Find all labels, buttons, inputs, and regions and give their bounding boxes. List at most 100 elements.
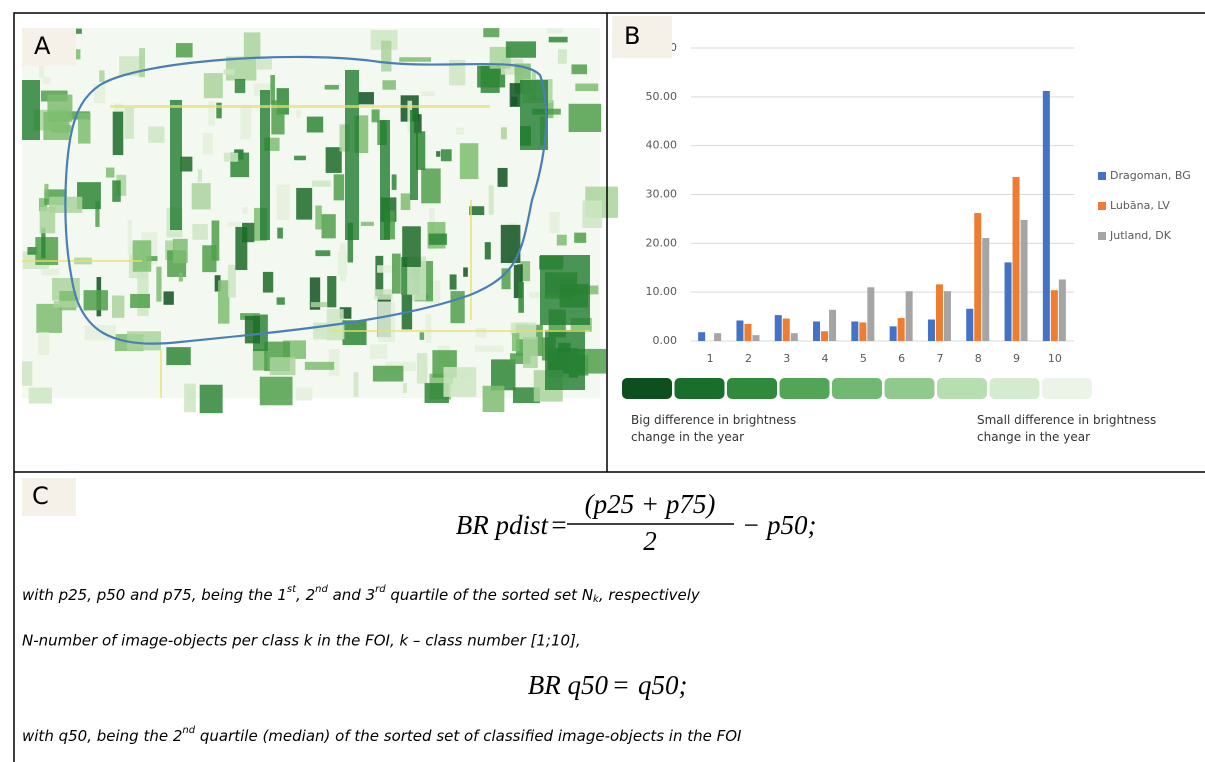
bar	[736, 320, 743, 341]
vegetation-patch	[43, 77, 50, 83]
vegetation-patch	[327, 276, 336, 307]
bar	[829, 310, 836, 341]
vegetation-patch	[381, 41, 391, 72]
vegetation-patch	[571, 64, 587, 74]
bar	[898, 318, 905, 341]
legend-swatch	[1098, 202, 1106, 210]
y-tick-label: 30.00	[646, 188, 678, 201]
vegetation-patch	[574, 233, 586, 243]
vegetation-patch	[315, 206, 321, 230]
scale-swatch	[727, 378, 777, 399]
vegetation-patch	[202, 245, 216, 272]
vegetation-patch	[235, 227, 247, 270]
vegetation-patch	[240, 105, 251, 140]
vegetation-patch	[558, 49, 567, 63]
vegetation-patch	[85, 325, 116, 340]
vegetation-patch	[124, 107, 134, 139]
bar	[982, 238, 989, 341]
vegetation-patch	[569, 104, 602, 132]
scale-swatch	[780, 378, 830, 399]
vegetation-patch	[224, 153, 238, 162]
bar	[752, 335, 759, 341]
scale-swatch	[885, 378, 935, 399]
vegetation-strip	[410, 110, 418, 200]
vegetation-strip	[260, 90, 270, 240]
vegetation-patch	[277, 228, 283, 239]
scale-swatch	[937, 378, 987, 399]
formula-rhs: − p50;	[742, 510, 816, 540]
vegetation-patch	[512, 333, 519, 351]
parcel-boundary	[22, 260, 142, 262]
vegetation-patch	[550, 212, 560, 233]
note-text: and 3	[328, 586, 375, 604]
vegetation-patch	[270, 357, 296, 375]
bar	[1005, 262, 1012, 341]
note: with q50, being the 2nd quartile (median…	[22, 725, 742, 745]
y-tick-label: 40.00	[646, 139, 678, 152]
formula-denominator: 2	[643, 526, 657, 556]
panel-label: C	[32, 482, 49, 510]
vegetation-patch	[173, 239, 188, 263]
legend-label: Jutland, DK	[1109, 229, 1172, 242]
vegetation-patch	[403, 383, 407, 393]
bar	[813, 321, 820, 341]
bar	[783, 319, 790, 341]
parcel-boundary	[330, 330, 590, 332]
vegetation-patch	[475, 346, 504, 352]
scale-caption: Small difference in brightness change in…	[977, 412, 1177, 446]
parcel-boundary	[160, 350, 162, 398]
vegetation-patch	[322, 214, 336, 238]
bar	[890, 326, 897, 341]
figure: 0.0010.0020.0030.0040.0050.0060.00123456…	[0, 0, 1205, 762]
vegetation-patch	[575, 84, 598, 92]
note: with p25, p50 and p75, being the 1st, 2n…	[22, 584, 701, 605]
vegetation-patch	[228, 265, 236, 298]
vegetation-patch	[436, 151, 440, 157]
vegetation-patch	[489, 185, 494, 214]
vegetation-patch	[305, 362, 334, 370]
bar	[906, 291, 913, 341]
vegetation-patch	[358, 92, 374, 104]
vegetation-patch	[78, 113, 90, 144]
superscript: rd	[375, 584, 386, 595]
superscript: nd	[182, 725, 195, 736]
note-text: , respectively	[599, 586, 701, 604]
vegetation-patch	[443, 367, 476, 397]
vegetation-patch	[44, 184, 48, 199]
vegetation-patch	[203, 133, 213, 154]
vegetation-patch	[112, 295, 124, 317]
vegetation-patch	[481, 66, 500, 93]
vegetation-patch	[36, 304, 62, 333]
vegetation-patch	[399, 57, 431, 62]
bar	[944, 291, 951, 341]
bar	[775, 315, 782, 341]
color-scale	[622, 378, 1092, 399]
bar	[851, 321, 858, 341]
vegetation-patch	[200, 385, 223, 413]
y-tick-label: 50.00	[646, 90, 678, 103]
vegetation-strip	[170, 100, 182, 230]
vegetation-patch	[127, 331, 161, 350]
bar	[1013, 177, 1020, 341]
vegetation-patch	[401, 193, 411, 210]
note-text: , 2	[296, 586, 315, 604]
scale-swatch	[622, 378, 672, 399]
vegetation-patch	[243, 207, 248, 214]
vegetation-patch	[106, 168, 114, 178]
x-tick-label: 2	[745, 352, 752, 365]
vegetation-patch	[374, 289, 392, 299]
bar	[714, 333, 721, 341]
bar	[867, 287, 874, 341]
vegetation-patch	[42, 269, 60, 276]
superscript: nd	[315, 584, 328, 595]
vegetation-patch	[361, 222, 374, 226]
bar	[1043, 91, 1050, 341]
note: N-number of image-objects per class k in…	[22, 632, 581, 650]
bar	[791, 333, 798, 341]
label-box	[612, 16, 672, 58]
vegetation-patch	[429, 234, 447, 245]
legend-label: Dragoman, BG	[1110, 169, 1191, 182]
panel-label: A	[34, 32, 51, 60]
vegetation-patch	[245, 316, 260, 343]
scale-swatch	[990, 378, 1040, 399]
